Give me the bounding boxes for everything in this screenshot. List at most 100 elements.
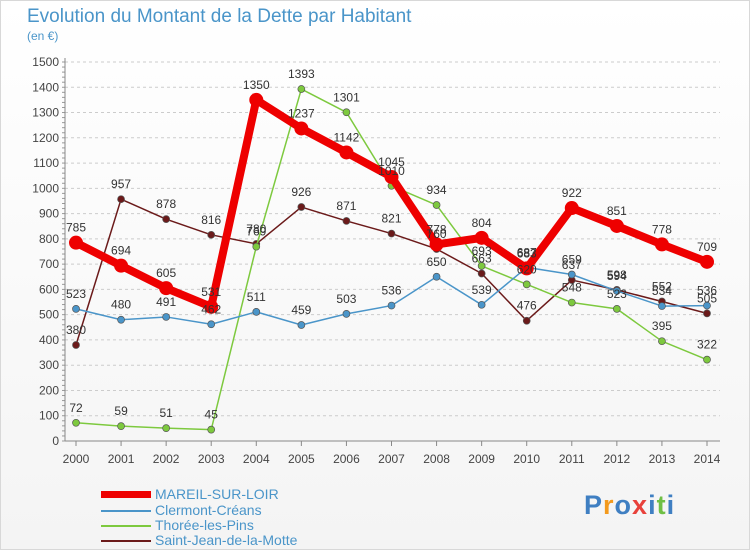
data-point xyxy=(432,201,441,209)
y-tick-label: 1200 xyxy=(32,131,59,145)
y-tick-label: 1400 xyxy=(32,80,59,94)
data-point xyxy=(658,302,666,310)
y-tick-label: 1500 xyxy=(32,55,59,69)
data-point xyxy=(72,418,80,427)
data-point xyxy=(252,242,261,251)
data-point xyxy=(297,85,306,93)
data-label: 957 xyxy=(111,177,131,191)
series-line xyxy=(75,88,708,431)
data-label: 694 xyxy=(111,244,131,258)
series-layer xyxy=(69,85,714,434)
x-tick-label: 2004 xyxy=(243,452,270,466)
data-label: 637 xyxy=(562,258,582,272)
data-label: 878 xyxy=(156,197,176,211)
x-tick-label: 2012 xyxy=(604,452,631,466)
y-tick-label: 900 xyxy=(39,207,59,221)
data-label: 59 xyxy=(114,404,128,418)
data-label: 1350 xyxy=(243,78,270,92)
logo-letter: o xyxy=(614,490,633,520)
data-point xyxy=(703,355,711,364)
data-label: 785 xyxy=(66,221,86,235)
y-tick-label: 700 xyxy=(39,257,59,271)
data-point xyxy=(114,258,129,273)
data-point xyxy=(339,145,354,160)
data-label: 1301 xyxy=(333,90,360,104)
data-point xyxy=(564,201,579,216)
proxiti-logo: Proxiti xyxy=(584,490,675,521)
logo-letter: i xyxy=(666,490,676,520)
data-label: 462 xyxy=(201,302,221,316)
data-label: 548 xyxy=(562,281,582,295)
data-label: 650 xyxy=(427,255,447,269)
data-label: 322 xyxy=(697,338,717,352)
y-tick-label: 0 xyxy=(52,434,59,448)
data-point xyxy=(252,308,261,316)
x-tick-label: 2002 xyxy=(153,452,180,466)
data-point xyxy=(207,320,216,329)
data-point xyxy=(72,305,80,313)
data-label: 605 xyxy=(156,266,176,280)
data-point xyxy=(613,305,621,313)
axes: 0 100 200 300 400 500 600 700 800 900 1000 1100 1200… xyxy=(32,55,720,466)
data-point xyxy=(432,272,441,281)
chart-title: Evolution du Montant de la Dette par Hab… xyxy=(27,6,412,27)
x-tick-label: 2001 xyxy=(108,452,135,466)
data-point xyxy=(609,218,624,233)
data-point xyxy=(658,337,666,346)
data-point xyxy=(522,280,531,289)
x-tick-label: 2000 xyxy=(63,452,90,466)
x-tick-label: 2010 xyxy=(513,452,540,466)
data-label: 594 xyxy=(607,269,627,283)
data-point xyxy=(72,341,80,349)
x-tick-label: 2014 xyxy=(694,452,721,466)
data-point xyxy=(342,108,351,117)
legend-swatch xyxy=(101,510,151,512)
data-label: 534 xyxy=(652,284,672,298)
y-tick-label: 500 xyxy=(39,308,59,322)
x-tick-label: 2005 xyxy=(288,452,315,466)
logo-letter: i xyxy=(648,490,657,520)
data-label: 1142 xyxy=(334,130,360,144)
y-tick-label: 400 xyxy=(39,333,59,347)
data-label: 459 xyxy=(291,303,311,317)
y-tick-label: 100 xyxy=(39,409,59,423)
data-point xyxy=(700,254,714,269)
data-point xyxy=(342,310,351,318)
y-tick-label: 600 xyxy=(39,282,59,296)
data-point xyxy=(387,229,396,238)
data-point xyxy=(249,92,264,107)
data-point xyxy=(384,169,399,184)
y-tick-label: 200 xyxy=(39,383,59,397)
data-point xyxy=(117,422,125,430)
data-point xyxy=(429,237,444,252)
data-point xyxy=(297,321,306,329)
x-tick-label: 2009 xyxy=(468,452,495,466)
data-label: 395 xyxy=(652,319,672,333)
data-point xyxy=(117,315,125,324)
data-label: 539 xyxy=(472,283,492,297)
data-label: 659 xyxy=(562,252,582,266)
data-point xyxy=(387,301,396,310)
x-tick-label: 2003 xyxy=(198,452,225,466)
data-point xyxy=(477,300,486,309)
logo-letter: t xyxy=(656,490,667,520)
legend-label: MAREIL-SUR-LOIR xyxy=(155,486,279,502)
data-point xyxy=(297,203,306,211)
data-label: 598 xyxy=(607,268,627,282)
data-point xyxy=(477,262,486,270)
data-point xyxy=(519,261,534,276)
data-point xyxy=(159,281,174,296)
data-point xyxy=(654,237,669,252)
logo-letter: x xyxy=(632,490,649,520)
series-clermont-cr-ans xyxy=(72,263,711,329)
grid xyxy=(65,61,720,442)
data-point xyxy=(162,424,170,432)
data-label: 72 xyxy=(69,401,83,415)
data-point xyxy=(567,298,576,307)
data-label: 926 xyxy=(291,185,311,199)
x-tick-label: 2013 xyxy=(649,452,676,466)
data-label: 934 xyxy=(427,183,447,197)
data-labels: 3809578788167809268718217606634766375985… xyxy=(66,67,717,422)
x-tick-label: 2006 xyxy=(333,452,360,466)
